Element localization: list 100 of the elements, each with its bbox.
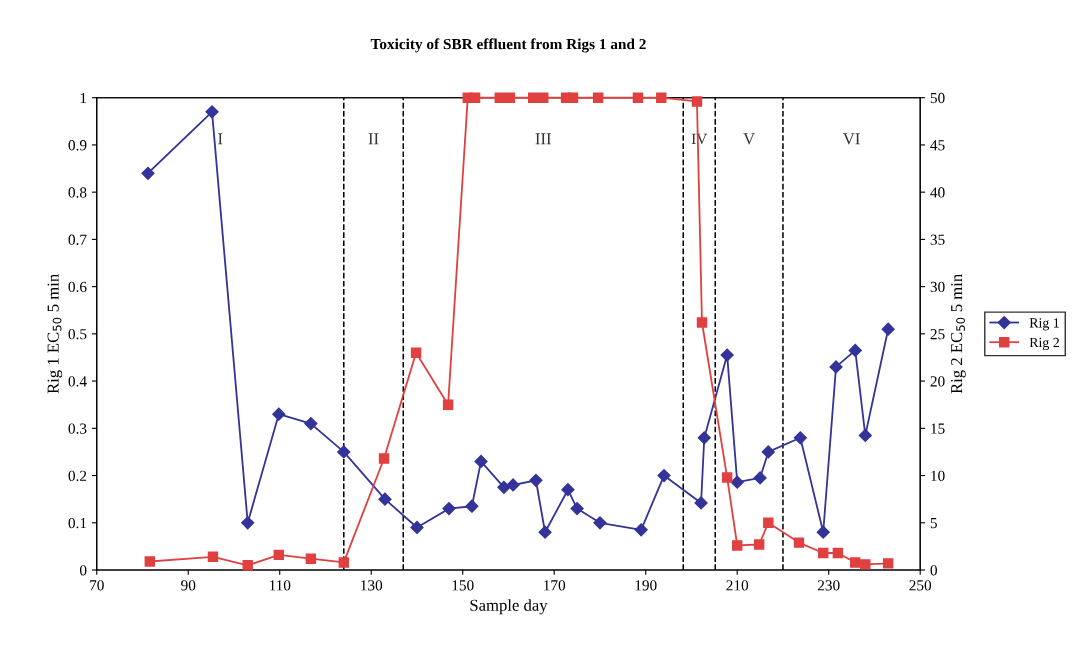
x-tick-label: 70 bbox=[90, 580, 104, 591]
point bbox=[761, 445, 775, 459]
point bbox=[697, 431, 711, 445]
chart-title: Toxicity of SBR effluent from Rigs 1 and 2 bbox=[370, 38, 646, 53]
y2-tick-label: 10 bbox=[931, 470, 945, 481]
x-tick-label: 230 bbox=[817, 580, 840, 591]
point bbox=[474, 454, 488, 468]
x-tick-label: 210 bbox=[726, 580, 749, 591]
legend-label: Rig 2 bbox=[1029, 337, 1059, 351]
point bbox=[570, 502, 584, 516]
y-tick-label: 0.1 bbox=[68, 517, 87, 529]
point bbox=[410, 520, 424, 535]
point bbox=[538, 525, 552, 539]
y-axis-title: Rig 1 EC$_{50}$ 5 min bbox=[47, 274, 63, 394]
point bbox=[732, 540, 743, 551]
point bbox=[567, 92, 579, 103]
point bbox=[561, 483, 575, 497]
point bbox=[763, 517, 774, 528]
point bbox=[848, 343, 862, 357]
point bbox=[207, 551, 219, 562]
point bbox=[144, 556, 156, 567]
point bbox=[632, 92, 644, 103]
y2-tick-label: 35 bbox=[930, 234, 945, 245]
point bbox=[593, 516, 607, 530]
y-tick-label: 0 bbox=[79, 565, 87, 576]
x-tick-label: 190 bbox=[635, 580, 657, 591]
point bbox=[442, 399, 454, 410]
point bbox=[538, 92, 549, 103]
y-tick-label: 1 bbox=[80, 92, 87, 103]
annotation: I bbox=[218, 133, 223, 145]
point bbox=[465, 499, 479, 513]
x-tick-label: 130 bbox=[361, 580, 383, 591]
annotation: II bbox=[368, 133, 379, 145]
point bbox=[858, 428, 872, 442]
y-tick-label: 0.8 bbox=[68, 187, 87, 198]
point bbox=[494, 92, 505, 103]
y-tick-label: 0.2 bbox=[68, 470, 87, 482]
point bbox=[469, 92, 481, 103]
y-tick-label: 0.4 bbox=[68, 376, 87, 387]
point bbox=[691, 96, 703, 107]
point bbox=[592, 92, 604, 103]
point bbox=[273, 549, 285, 561]
point bbox=[241, 516, 255, 530]
point bbox=[506, 478, 520, 492]
x-tick-label: 110 bbox=[269, 580, 291, 591]
y2-tick-label: 5 bbox=[930, 518, 937, 529]
y-tick-label: 0.6 bbox=[68, 281, 87, 293]
point bbox=[829, 360, 843, 374]
annotation: III bbox=[535, 133, 551, 145]
legend-label: Rig 1 bbox=[1029, 318, 1059, 331]
y2-tick-label: 15 bbox=[931, 423, 945, 434]
point bbox=[656, 92, 667, 103]
y2-tick-label: 25 bbox=[930, 329, 945, 340]
x-tick-label: 170 bbox=[544, 580, 566, 591]
point bbox=[881, 322, 895, 336]
point bbox=[850, 557, 861, 568]
point bbox=[378, 453, 390, 464]
point bbox=[816, 525, 830, 539]
point bbox=[634, 523, 648, 537]
y-tick-label: 0.3 bbox=[68, 423, 87, 434]
point bbox=[242, 560, 253, 571]
x-tick-label: 90 bbox=[181, 580, 196, 591]
point bbox=[304, 417, 318, 431]
y2-axis-title: Rig 2 EC$_{50}$ 5 min bbox=[951, 274, 966, 394]
point bbox=[753, 539, 765, 550]
x-axis-title: Sample day bbox=[470, 599, 548, 615]
point bbox=[504, 92, 516, 103]
annotation: V bbox=[743, 133, 755, 145]
point bbox=[141, 166, 155, 180]
y-tick-label: 0.9 bbox=[68, 140, 87, 151]
y-tick-label: 0.5 bbox=[68, 328, 87, 340]
point bbox=[882, 558, 894, 569]
y2-tick-label: 45 bbox=[930, 140, 945, 151]
y2-tick-label: 20 bbox=[930, 376, 945, 387]
point bbox=[730, 475, 744, 489]
point bbox=[410, 347, 422, 358]
point bbox=[694, 496, 708, 510]
point bbox=[832, 547, 844, 559]
point bbox=[378, 492, 392, 506]
point bbox=[527, 92, 539, 103]
point bbox=[860, 559, 871, 570]
point bbox=[205, 105, 219, 119]
point bbox=[657, 468, 671, 483]
point bbox=[818, 547, 829, 559]
y-tick-label: 0.7 bbox=[68, 234, 87, 245]
point bbox=[442, 502, 456, 516]
point bbox=[721, 472, 733, 483]
point bbox=[337, 445, 351, 459]
point bbox=[338, 557, 349, 568]
y2-tick-label: 50 bbox=[930, 92, 945, 104]
x-tick-label: 150 bbox=[452, 580, 474, 591]
point bbox=[793, 431, 807, 445]
y2-tick-label: 40 bbox=[930, 187, 945, 198]
point bbox=[272, 407, 286, 421]
point bbox=[696, 317, 708, 328]
x-tick-label: 250 bbox=[909, 580, 932, 591]
point bbox=[793, 537, 805, 548]
point bbox=[753, 471, 767, 485]
point bbox=[305, 553, 317, 564]
y2-tick-label: 0 bbox=[930, 565, 937, 576]
